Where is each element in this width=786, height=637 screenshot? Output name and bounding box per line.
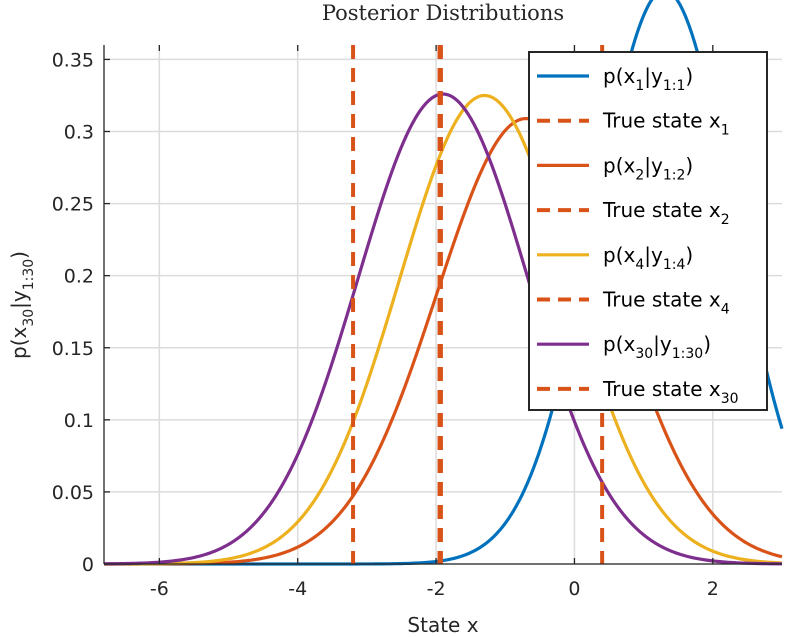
density-curve-2 xyxy=(104,116,783,566)
legend-text-part: p(x xyxy=(603,332,635,356)
legend-label-8: True state x30 xyxy=(602,377,739,407)
legend-subscript: 1 xyxy=(635,78,644,94)
legend-label-4: True state x2 xyxy=(602,198,730,228)
legend-subscript: 1:4 xyxy=(663,257,686,273)
legend-label-2: True state x1 xyxy=(602,109,730,139)
y-tick-label: 0.3 xyxy=(64,122,94,144)
legend-text-part: ) xyxy=(685,64,693,88)
y-tick-label: 0.15 xyxy=(52,338,94,360)
legend-text-part: ) xyxy=(703,332,711,356)
y-label-base: p(x xyxy=(7,327,31,359)
legend-text-part: True state x xyxy=(602,109,721,133)
legend-text-part: |y xyxy=(653,332,672,356)
legend-text-part: p(x xyxy=(603,64,635,88)
legend-text-part: True state x xyxy=(602,198,721,222)
legend-text-part: p(x xyxy=(603,153,635,177)
legend-label-6: True state x4 xyxy=(602,288,730,318)
axis-layer: -6 -4 -2 0 2 0 0.05 0.1 0.15 0.2 0.25 0.3 0.35 xyxy=(52,45,782,600)
legend-text-part: |y xyxy=(644,153,663,177)
legend-text-part: True state x xyxy=(602,288,721,312)
y-tick-label: 0.35 xyxy=(52,49,94,71)
legend-label-5: p(x4|y1:4) xyxy=(603,243,693,273)
x-tick-label: 0 xyxy=(568,578,580,600)
legend-text-part: True state x xyxy=(602,377,721,401)
legend-label-1: p(x1|y1:1) xyxy=(603,64,693,94)
legend: p(x1|y1:1)True state x1p(x2|y1:2)True st… xyxy=(528,51,768,411)
y-tick-label: 0 xyxy=(82,554,94,576)
legend-subscript: 1:2 xyxy=(663,167,686,183)
x-tick-label: -2 xyxy=(427,578,446,600)
y-label-end: ) xyxy=(7,251,31,259)
legend-subscript: 2 xyxy=(635,167,644,183)
x-tick-label: -4 xyxy=(288,578,307,600)
legend-text-part: p(x xyxy=(603,243,635,267)
legend-text-part: |y xyxy=(644,64,663,88)
legend-subscript: 1 xyxy=(721,123,730,139)
x-tick-label: 2 xyxy=(707,578,719,600)
density-curve-3 xyxy=(104,93,783,566)
legend-subscript: 4 xyxy=(635,257,644,273)
legend-subscript: 30 xyxy=(635,346,653,362)
x-axis-label: State x xyxy=(407,613,478,637)
legend-box xyxy=(528,51,768,411)
y-label-sub1: 30 xyxy=(21,309,37,327)
legend-label-7: p(x30|y1:30) xyxy=(603,332,711,362)
legend-subscript: 2 xyxy=(721,212,730,228)
y-tick-label: 0.2 xyxy=(64,266,94,288)
legend-text-part: ) xyxy=(685,243,693,267)
legend-subscript: 4 xyxy=(721,302,730,318)
legend-text-part: |y xyxy=(644,243,663,267)
y-label-sub2: 1:30 xyxy=(21,259,37,290)
y-axis-label: p(x30|y1:30) xyxy=(7,251,37,359)
legend-text-part: ) xyxy=(685,153,693,177)
legend-subscript: 30 xyxy=(721,391,739,407)
y-label-mid: |y xyxy=(7,290,31,309)
legend-subscript: 1:1 xyxy=(663,78,686,94)
y-tick-label: 0.05 xyxy=(52,482,94,504)
legend-label-3: p(x2|y1:2) xyxy=(603,153,693,183)
y-tick-label: 0.25 xyxy=(52,194,94,216)
chart-title: Posterior Distributions xyxy=(322,1,564,25)
y-tick-label: 0.1 xyxy=(64,410,94,432)
x-tick-label: -6 xyxy=(150,578,169,600)
density-curve-4 xyxy=(103,92,783,566)
legend-subscript: 1:30 xyxy=(672,346,703,362)
